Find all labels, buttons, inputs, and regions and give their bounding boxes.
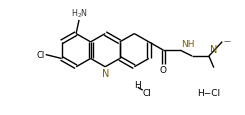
Text: —: —	[223, 38, 230, 44]
Text: H$_2$N: H$_2$N	[71, 7, 87, 20]
Text: N: N	[101, 68, 109, 78]
Text: Cl: Cl	[37, 51, 45, 60]
Text: H: H	[135, 80, 141, 89]
Text: N: N	[210, 45, 217, 55]
Text: NH: NH	[181, 40, 195, 49]
Text: H−Cl: H−Cl	[197, 88, 220, 97]
Text: O: O	[160, 66, 167, 75]
Text: Cl: Cl	[143, 88, 152, 97]
